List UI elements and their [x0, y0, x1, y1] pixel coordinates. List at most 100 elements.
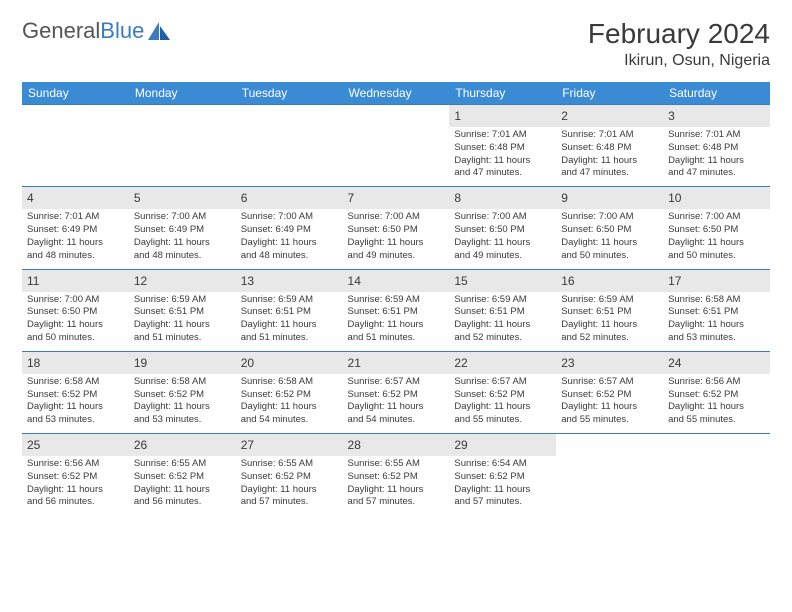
daylight-line: and 57 minutes. [348, 496, 445, 509]
daylight-line: Daylight: 11 hours [241, 237, 338, 250]
sunrise-line: Sunrise: 6:55 AM [348, 458, 445, 471]
weekday-header: Monday [129, 82, 236, 105]
day-cell: 10Sunrise: 7:00 AMSunset: 6:50 PMDayligh… [663, 187, 770, 269]
daylight-line: and 52 minutes. [454, 332, 551, 345]
sunset-line: Sunset: 6:51 PM [241, 306, 338, 319]
day-number-band: 15 [449, 270, 556, 292]
day-cell: 22Sunrise: 6:57 AMSunset: 6:52 PMDayligh… [449, 351, 556, 433]
day-number-band: 7 [343, 187, 450, 209]
sunset-line: Sunset: 6:52 PM [27, 389, 124, 402]
weekday-header: Sunday [22, 82, 129, 105]
day-number: 18 [27, 356, 40, 370]
day-cell-empty [22, 105, 129, 187]
day-cell: 25Sunrise: 6:56 AMSunset: 6:52 PMDayligh… [22, 434, 129, 516]
day-cell: 24Sunrise: 6:56 AMSunset: 6:52 PMDayligh… [663, 351, 770, 433]
day-number-band: 3 [663, 105, 770, 127]
day-cell: 5Sunrise: 7:00 AMSunset: 6:49 PMDaylight… [129, 187, 236, 269]
sunset-line: Sunset: 6:51 PM [348, 306, 445, 319]
daylight-line: Daylight: 11 hours [348, 319, 445, 332]
week-row: 18 Sunrise: 6:58 AMSunset: 6:52 PMDayligh… [22, 351, 770, 433]
sunrise-line: Sunrise: 7:00 AM [27, 294, 124, 307]
day-info: Sunrise: 6:55 AMSunset: 6:52 PMDaylight:… [348, 458, 445, 509]
day-info: Sunrise: 6:59 AMSunset: 6:51 PMDaylight:… [241, 294, 338, 345]
day-info: Sunrise: 7:01 AMSunset: 6:48 PMDaylight:… [454, 129, 551, 180]
day-info: Sunrise: 7:01 AMSunset: 6:49 PMDaylight:… [27, 211, 124, 262]
day-cell: 3Sunrise: 7:01 AMSunset: 6:48 PMDaylight… [663, 105, 770, 187]
daylight-line: Daylight: 11 hours [668, 401, 765, 414]
sunset-line: Sunset: 6:51 PM [668, 306, 765, 319]
weekday-header: Thursday [449, 82, 556, 105]
day-number: 8 [454, 191, 461, 205]
day-cell: 13 Sunrise: 6:59 AMSunset: 6:51 PMDayligh… [236, 269, 343, 351]
day-cell: 11Sunrise: 7:00 AMSunset: 6:50 PMDayligh… [22, 269, 129, 351]
day-number-band: 6 [236, 187, 343, 209]
daylight-line: Daylight: 11 hours [134, 319, 231, 332]
day-number: 10 [668, 191, 681, 205]
location-subtitle: Ikirun, Osun, Nigeria [588, 52, 770, 70]
day-info: Sunrise: 7:00 AMSunset: 6:49 PMDaylight:… [241, 211, 338, 262]
day-cell: 27Sunrise: 6:55 AMSunset: 6:52 PMDayligh… [236, 434, 343, 516]
sunset-line: Sunset: 6:52 PM [348, 471, 445, 484]
day-number: 9 [561, 191, 568, 205]
day-number-band: 22 [449, 352, 556, 374]
day-number-band: 20 [236, 352, 343, 374]
day-number: 26 [134, 438, 147, 452]
daylight-line: and 55 minutes. [561, 414, 658, 427]
daylight-line: and 50 minutes. [668, 250, 765, 263]
daylight-line: and 48 minutes. [241, 250, 338, 263]
sunset-line: Sunset: 6:52 PM [241, 471, 338, 484]
day-number-band: 13 [236, 270, 343, 292]
daylight-line: and 50 minutes. [27, 332, 124, 345]
day-info: Sunrise: 7:01 AMSunset: 6:48 PMDaylight:… [561, 129, 658, 180]
sunset-line: Sunset: 6:52 PM [454, 471, 551, 484]
daylight-line: Daylight: 11 hours [27, 484, 124, 497]
daylight-line: and 47 minutes. [454, 167, 551, 180]
daylight-line: Daylight: 11 hours [454, 401, 551, 414]
day-cell: 12 Sunrise: 6:59 AMSunset: 6:51 PMDayligh… [129, 269, 236, 351]
sunset-line: Sunset: 6:50 PM [668, 224, 765, 237]
day-number: 12 [134, 274, 147, 288]
sunrise-line: Sunrise: 7:00 AM [454, 211, 551, 224]
daylight-line: Daylight: 11 hours [454, 237, 551, 250]
daylight-line: Daylight: 11 hours [27, 237, 124, 250]
day-number: 3 [668, 109, 675, 123]
sail-icon [148, 22, 170, 40]
day-number: 11 [27, 274, 39, 288]
sunrise-line: Sunrise: 6:59 AM [241, 294, 338, 307]
month-title: February 2024 [588, 18, 770, 50]
day-info: Sunrise: 6:59 AMSunset: 6:51 PMDaylight:… [134, 294, 231, 345]
weekday-header: Friday [556, 82, 663, 105]
day-cell: 14Sunrise: 6:59 AMSunset: 6:51 PMDayligh… [343, 269, 450, 351]
day-info: Sunrise: 6:58 AMSunset: 6:52 PMDaylight:… [27, 376, 124, 427]
calendar-body: 1Sunrise: 7:01 AMSunset: 6:48 PMDaylight… [22, 105, 770, 516]
daylight-line: and 51 minutes. [134, 332, 231, 345]
daylight-line: and 56 minutes. [134, 496, 231, 509]
title-block: February 2024 Ikirun, Osun, Nigeria [588, 18, 770, 70]
daylight-line: Daylight: 11 hours [454, 155, 551, 168]
sunrise-line: Sunrise: 6:59 AM [134, 294, 231, 307]
weekday-header: Saturday [663, 82, 770, 105]
day-number-band: 29 [449, 434, 556, 456]
day-number-band: 9 [556, 187, 663, 209]
logo-text-second: Blue [100, 18, 144, 43]
day-info: Sunrise: 6:59 AMSunset: 6:51 PMDaylight:… [348, 294, 445, 345]
sunrise-line: Sunrise: 6:57 AM [348, 376, 445, 389]
daylight-line: Daylight: 11 hours [134, 484, 231, 497]
day-info: Sunrise: 6:57 AMSunset: 6:52 PMDaylight:… [348, 376, 445, 427]
daylight-line: and 53 minutes. [134, 414, 231, 427]
day-cell-empty [236, 105, 343, 187]
daylight-line: and 49 minutes. [454, 250, 551, 263]
daylight-line: Daylight: 11 hours [134, 401, 231, 414]
sunrise-line: Sunrise: 6:56 AM [668, 376, 765, 389]
day-number: 13 [241, 274, 254, 288]
sunset-line: Sunset: 6:48 PM [454, 142, 551, 155]
day-number: 27 [241, 438, 254, 452]
daylight-line: Daylight: 11 hours [668, 237, 765, 250]
sunset-line: Sunset: 6:52 PM [561, 389, 658, 402]
sunset-line: Sunset: 6:52 PM [134, 389, 231, 402]
day-info: Sunrise: 7:00 AMSunset: 6:50 PMDaylight:… [348, 211, 445, 262]
day-number: 6 [241, 191, 248, 205]
daylight-line: and 48 minutes. [27, 250, 124, 263]
sunrise-line: Sunrise: 7:00 AM [561, 211, 658, 224]
day-number: 5 [134, 191, 141, 205]
